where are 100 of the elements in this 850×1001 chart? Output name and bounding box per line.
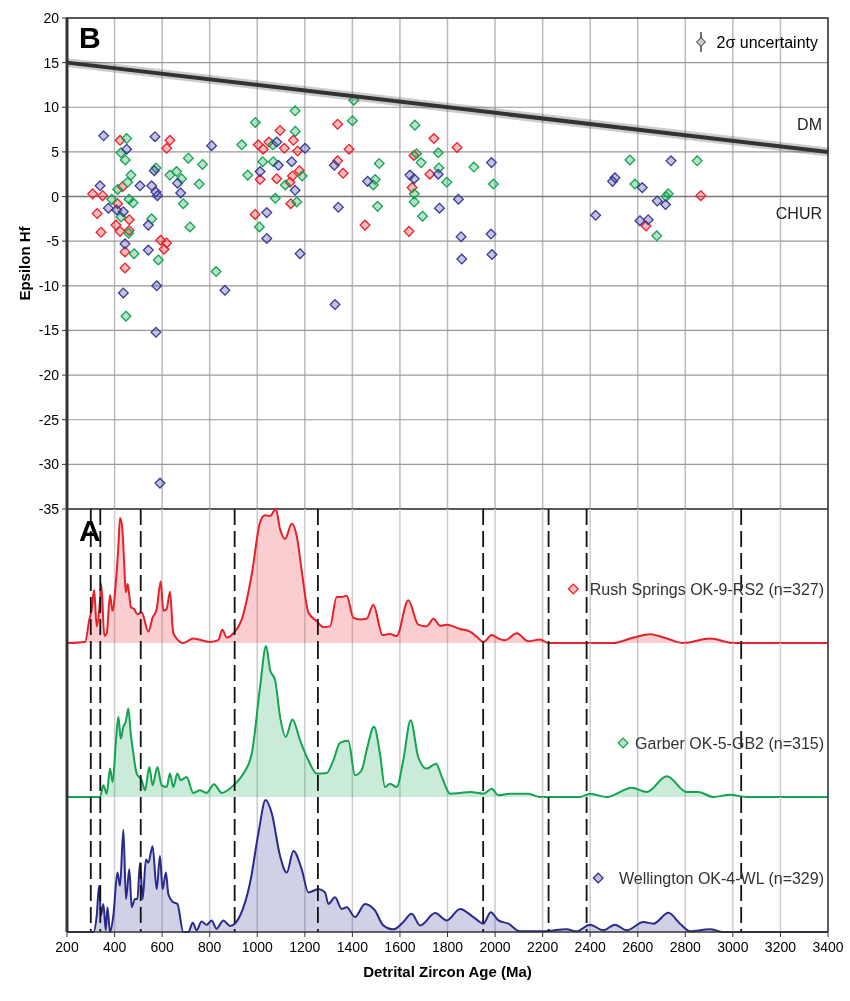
x-tick-label: 3000 xyxy=(717,939,749,955)
y-tick-label: -10 xyxy=(38,277,60,294)
point xyxy=(134,180,146,192)
point xyxy=(175,187,187,199)
y-tick-label: -15 xyxy=(38,322,60,339)
x-tick-label: 3400 xyxy=(812,939,844,955)
x-tick-label: 3200 xyxy=(764,939,797,955)
x-tick-label: 2400 xyxy=(574,939,606,955)
point xyxy=(87,188,99,200)
y-axis-title: Epsilon Hf xyxy=(16,225,33,301)
point xyxy=(403,225,415,237)
point xyxy=(95,226,107,238)
annotation: A xyxy=(79,514,101,547)
point xyxy=(286,156,298,168)
point xyxy=(485,228,497,240)
point xyxy=(362,175,374,187)
y-tick-label: -25 xyxy=(38,411,60,428)
x-tick-label: 2200 xyxy=(527,939,559,955)
point xyxy=(123,214,135,226)
point xyxy=(146,180,158,192)
point xyxy=(451,141,463,153)
x-tick-label: 2800 xyxy=(669,939,702,955)
point xyxy=(114,225,126,237)
point xyxy=(254,174,266,186)
point xyxy=(117,206,129,218)
point xyxy=(150,326,162,338)
point xyxy=(486,249,498,261)
point xyxy=(289,184,301,196)
point xyxy=(636,182,648,194)
point xyxy=(114,134,126,146)
point xyxy=(329,299,341,311)
x-tick-label: 1400 xyxy=(336,939,369,955)
point xyxy=(161,237,173,249)
point xyxy=(98,130,110,142)
y-tick-label: -35 xyxy=(38,501,60,517)
point xyxy=(452,193,464,205)
point xyxy=(261,233,273,244)
y-tick-label: -20 xyxy=(38,367,60,384)
point xyxy=(665,155,677,167)
point xyxy=(359,219,371,231)
point xyxy=(272,159,284,171)
x-tick-label: 1600 xyxy=(384,939,416,955)
point xyxy=(161,142,173,154)
point xyxy=(219,284,231,296)
point xyxy=(97,190,109,202)
point xyxy=(287,134,299,146)
series-label: DM xyxy=(797,115,822,133)
point xyxy=(428,133,440,145)
point xyxy=(485,157,497,169)
point xyxy=(271,136,283,148)
x-tick-label: 400 xyxy=(102,939,127,955)
point xyxy=(660,199,672,211)
point xyxy=(261,207,273,219)
x-tick-label: 1800 xyxy=(431,939,464,955)
x-tick-label: 2600 xyxy=(622,939,654,955)
y-tick-label: 10 xyxy=(43,99,60,116)
y-tick-label: 15 xyxy=(43,54,60,71)
point xyxy=(695,190,707,202)
point xyxy=(142,219,154,231)
point xyxy=(94,180,106,192)
x-tick-label: 200 xyxy=(55,939,79,955)
point xyxy=(154,477,166,489)
point xyxy=(590,209,602,221)
legend-label: Garber OK-5-GB2 (n=315) xyxy=(635,735,824,752)
point xyxy=(158,243,170,255)
ref-line-label: CHUR xyxy=(775,204,822,222)
point xyxy=(642,214,654,226)
x-tick-label: 800 xyxy=(198,939,222,955)
point xyxy=(151,190,163,202)
annotation: 2σ uncertainty xyxy=(716,34,818,51)
point xyxy=(408,173,420,185)
point xyxy=(424,168,436,180)
y-tick-label: 0 xyxy=(51,188,60,205)
point xyxy=(651,195,663,207)
x-tick-label: 1200 xyxy=(289,939,321,955)
x-tick-label: 1000 xyxy=(241,939,274,955)
point xyxy=(433,202,445,214)
x-axis-title: Detrital Zircon Age (Ma) xyxy=(363,963,532,980)
point xyxy=(119,238,131,250)
legend-label: Rush Springs OK-9-RS2 (n=327) xyxy=(589,581,824,598)
point xyxy=(299,142,311,154)
point xyxy=(257,143,269,155)
point xyxy=(456,253,468,265)
x-tick-label: 600 xyxy=(150,939,175,955)
point xyxy=(117,287,129,299)
point xyxy=(142,244,154,256)
point xyxy=(343,143,355,155)
point xyxy=(164,134,176,146)
point xyxy=(119,262,131,274)
point xyxy=(249,208,261,220)
point xyxy=(634,215,646,227)
point xyxy=(292,145,304,157)
point xyxy=(294,248,306,260)
point xyxy=(332,118,344,130)
y-tick-label: 20 xyxy=(43,10,60,26)
annotation: B xyxy=(79,21,101,54)
point xyxy=(328,159,340,171)
point xyxy=(206,140,218,152)
y-tick-label: 5 xyxy=(51,143,60,160)
point xyxy=(111,204,123,216)
